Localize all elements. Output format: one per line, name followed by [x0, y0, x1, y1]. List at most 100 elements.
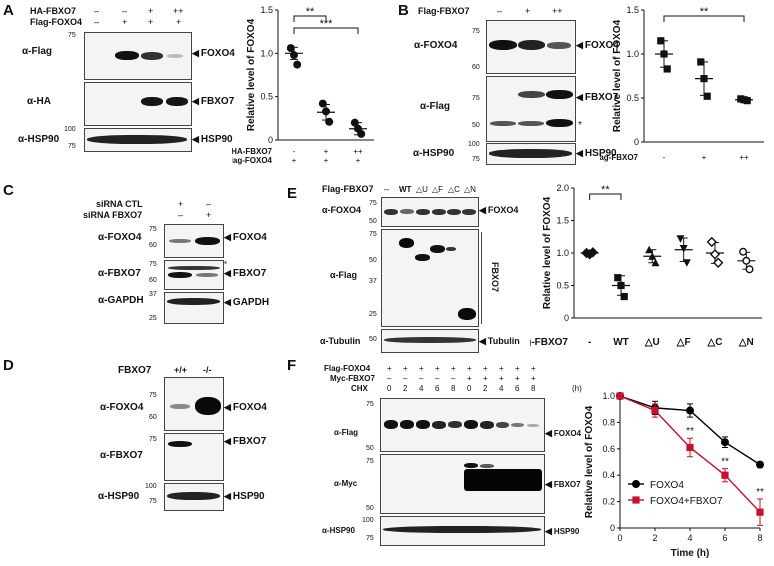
- panel-label-f: F: [287, 357, 297, 374]
- legend-marker: [632, 496, 640, 504]
- a-sign: +: [176, 17, 182, 27]
- f-header-cell: +: [467, 374, 472, 383]
- f-header-cell: +: [419, 364, 424, 373]
- d-blot-fbxo7: [164, 433, 224, 481]
- e-col: WT: [399, 185, 412, 194]
- panel-label-a: A: [3, 2, 14, 19]
- y-tick-label: 0.6: [602, 444, 615, 454]
- f-header-cell: +: [403, 364, 408, 373]
- a-ab-flag: α-Flag: [22, 46, 53, 57]
- f-header-cell: –: [451, 374, 456, 383]
- f-header-cell: –: [403, 374, 408, 383]
- f-row-chx: CHX: [351, 384, 368, 393]
- y-tick-label: 1.5: [260, 5, 273, 15]
- b-ab-foxo4: α-FOXO4: [414, 40, 458, 51]
- b-ab-hsp90: α-HSP90: [413, 148, 455, 159]
- x-tick-label: -: [588, 337, 591, 348]
- d-blot-hsp90: [164, 483, 224, 511]
- f-header-cell: +: [531, 374, 536, 383]
- a-mw: 75: [68, 143, 76, 150]
- b-mw: 100: [468, 141, 480, 148]
- d-ab-fbxo7: α-FBXO7: [100, 450, 143, 461]
- c-row-sirna-ctl: siRNA CTL: [96, 199, 143, 209]
- panel-label-d: D: [3, 357, 14, 374]
- e-blot-foxo4: [381, 197, 479, 227]
- f-mw: 75: [366, 401, 374, 408]
- data-point: [739, 247, 748, 256]
- y-tick-label: 0: [610, 523, 615, 533]
- y-tick-label: 1.5: [626, 5, 639, 15]
- d-mw: 75: [149, 498, 157, 505]
- y-tick-label: 0.2: [602, 497, 615, 507]
- f-blot-hsp90: [380, 516, 545, 546]
- f-marker-fbxo7: FBXO7: [545, 479, 581, 490]
- c-ab-fbxo7: α-FBXO7: [98, 268, 141, 279]
- y-tick-label: 0.5: [626, 93, 639, 103]
- f-header-cell: 4: [419, 384, 424, 393]
- data-point: [742, 256, 751, 265]
- b-sign: ++: [552, 6, 563, 16]
- e-blot-flag: [381, 229, 479, 327]
- c-row-sirna-fbxo7: siRNA FBXO7: [83, 210, 143, 220]
- data-point: [721, 471, 729, 479]
- x-row-label: Flag-FOXO4: [232, 156, 273, 165]
- x-row-label: Flag-FBXO7: [600, 153, 639, 162]
- e-col: △C: [448, 185, 460, 194]
- data-point: [620, 292, 628, 301]
- b-ab-flag: α-Flag: [420, 101, 451, 112]
- data-point: [755, 460, 764, 469]
- x-tick-label: 0: [617, 533, 622, 543]
- c-mw: 37: [149, 291, 157, 298]
- a-marker-hsp90: HSP90: [192, 134, 233, 145]
- significance-label: ***: [320, 18, 334, 30]
- e-mw: 50: [369, 257, 377, 264]
- panel-label-e: E: [287, 185, 298, 202]
- e-fbxo7-bracket: [481, 232, 482, 324]
- c-mw: 25: [149, 315, 157, 322]
- d-mw: 60: [149, 414, 157, 421]
- c-sign: +: [206, 210, 212, 220]
- e-mw: 50: [369, 336, 377, 343]
- legend-marker: [632, 479, 641, 488]
- f-header-cell: 2: [483, 384, 488, 393]
- c-blot-foxo4: [164, 224, 224, 258]
- e-ab-tubulin: α-Tubulin: [320, 336, 361, 346]
- panel-label-c: C: [3, 182, 14, 199]
- d-mw: 100: [145, 483, 157, 490]
- a-sign: +: [148, 17, 154, 27]
- f-header-cell: +: [515, 374, 520, 383]
- x-tick-label: -: [293, 147, 296, 156]
- f-header-cell: +: [515, 364, 520, 373]
- f-ab-flag: α-Flag: [334, 428, 359, 437]
- f-row-flag-foxo4: Flag-FOXO4: [324, 364, 371, 373]
- b-blot-flag: [486, 76, 576, 142]
- x-tick-label: -: [663, 153, 666, 162]
- data-point: [756, 508, 764, 516]
- significance-bracket: [293, 27, 359, 34]
- d-marker-fbxo7: FBXO7: [224, 436, 266, 447]
- significance-label: **: [721, 457, 729, 468]
- x-tick-label: ++: [739, 153, 749, 162]
- x-tick-label: WT: [613, 337, 629, 348]
- y-axis-label: Relative level of FOXO4: [542, 196, 553, 309]
- x-row-label: HA-FBXO7: [232, 147, 273, 156]
- e-mw: 37: [369, 278, 377, 285]
- e-ab-flag: α-Flag: [330, 270, 358, 280]
- b-blot-foxo4: [486, 20, 576, 74]
- significance-bracket: [589, 193, 622, 200]
- c-sign: –: [178, 210, 184, 220]
- e-row-flag-fbxo7: Flag-FBXO7: [322, 184, 374, 194]
- x-tick-label: +: [324, 147, 329, 156]
- data-point: [357, 129, 366, 138]
- f-mw: 50: [366, 445, 374, 452]
- y-tick-label: 0.8: [602, 417, 615, 427]
- data-point: [651, 258, 660, 267]
- d-marker-hsp90: HSP90: [224, 491, 265, 502]
- b-mw: 60: [472, 64, 480, 71]
- b-mw: 50: [472, 122, 480, 129]
- y-axis-label: Relative level of FOXO4: [246, 18, 257, 131]
- c-marker-gapdh: GAPDH: [224, 297, 269, 308]
